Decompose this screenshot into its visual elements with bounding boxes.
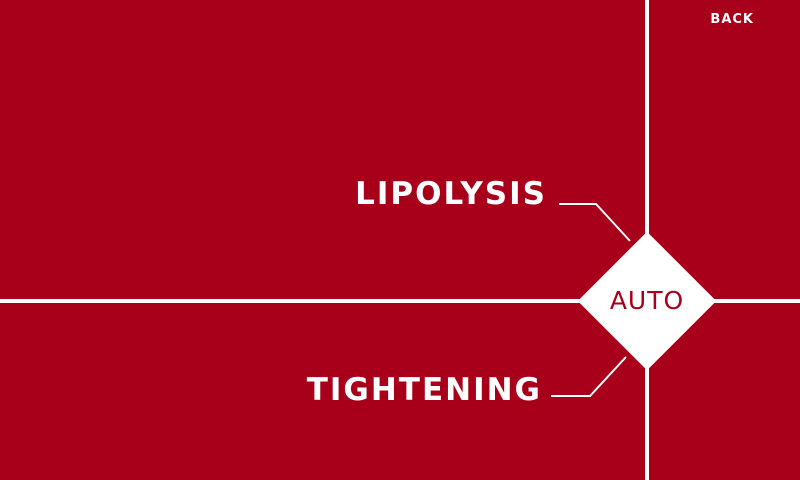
tightening-button[interactable]: TIGHTENING — [306, 372, 542, 408]
lipolysis-button[interactable]: LIPOLYSIS — [355, 176, 547, 212]
back-button[interactable]: BACK — [710, 12, 754, 27]
auto-button[interactable] — [577, 231, 717, 371]
tightening-connector-line — [551, 356, 627, 397]
horizontal-divider — [0, 299, 800, 303]
lipolysis-connector-line — [559, 203, 631, 242]
